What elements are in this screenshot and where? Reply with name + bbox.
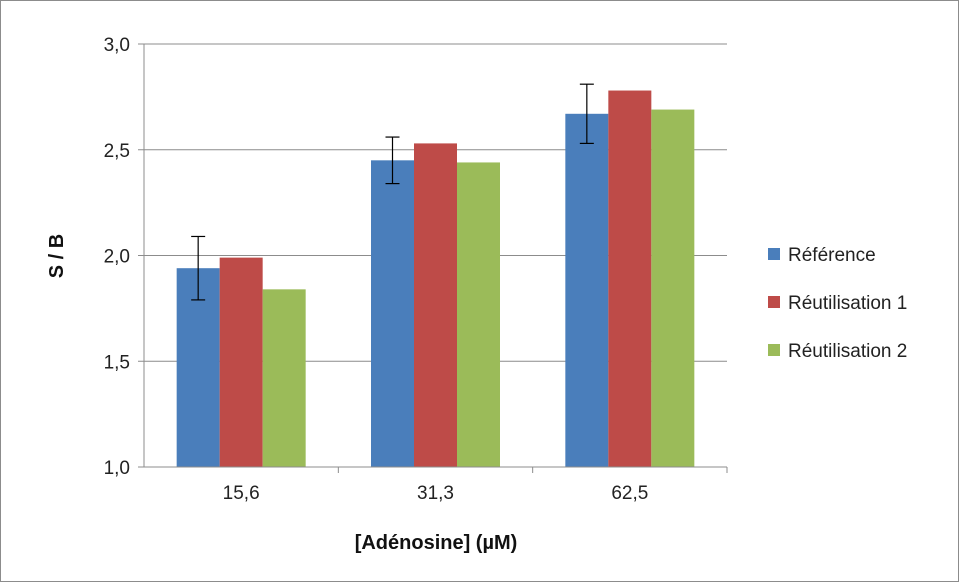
y-tick-labels: 1,0 1,5 2,0 2,5 3,0 <box>104 35 130 479</box>
legend-swatch <box>768 296 780 308</box>
legend-swatch <box>768 248 780 260</box>
bar <box>414 143 457 467</box>
axes <box>138 43 728 473</box>
bar <box>176 268 220 467</box>
bars <box>176 90 695 468</box>
y-tick-label: 2,5 <box>104 141 130 162</box>
legend-swatch <box>768 344 780 356</box>
legend-label: Référence <box>788 245 876 266</box>
bar <box>651 109 695 467</box>
legend-label: Réutilisation 2 <box>788 341 907 362</box>
bar <box>262 289 306 467</box>
y-tick-label: 3,0 <box>104 35 130 56</box>
error-bars <box>191 83 594 301</box>
x-tick-label: 31,3 <box>417 483 454 504</box>
bar <box>608 90 652 467</box>
bar <box>219 257 263 467</box>
bar <box>457 162 500 467</box>
x-tick-labels: 15,6 31,3 62,5 <box>223 483 649 504</box>
x-tick-label: 15,6 <box>223 483 260 504</box>
bar <box>371 160 414 467</box>
x-axis-title: [Adénosine] (µM) <box>355 532 518 554</box>
legend-label: Réutilisation 1 <box>788 293 907 314</box>
x-tick-label: 62,5 <box>611 483 648 504</box>
y-tick-label: 1,0 <box>104 458 130 479</box>
y-axis-title: S / B <box>46 234 68 278</box>
bar <box>565 113 609 468</box>
y-tick-label: 2,0 <box>104 247 130 268</box>
legend: Référence Réutilisation 1 Réutilisation 2 <box>768 245 907 362</box>
y-tick-label: 1,5 <box>104 352 130 373</box>
